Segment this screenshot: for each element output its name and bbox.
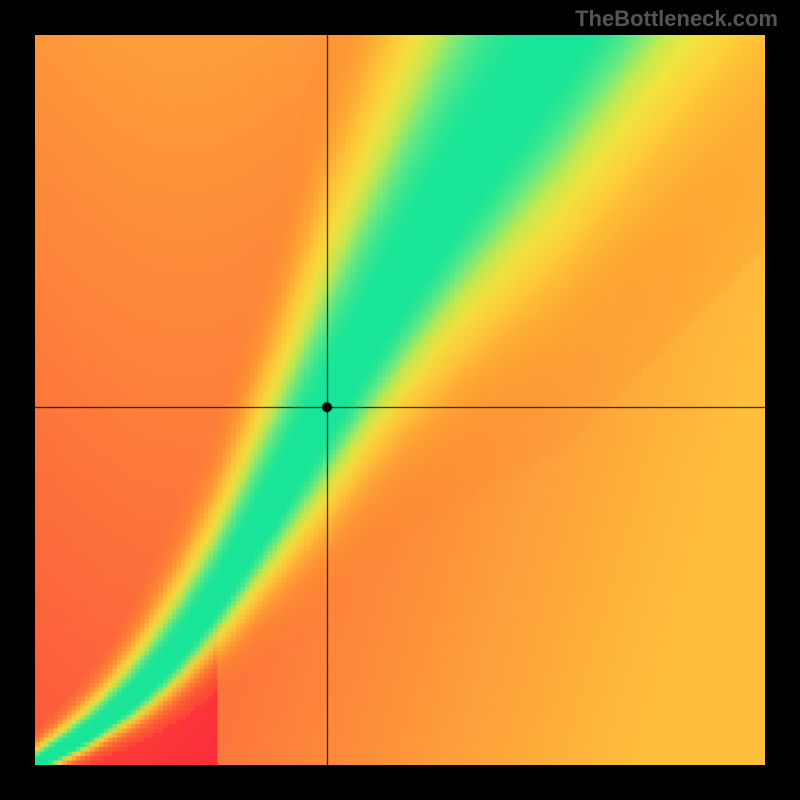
bottleneck-heatmap <box>35 35 765 765</box>
watermark-text: TheBottleneck.com <box>575 6 778 32</box>
chart-container: { "watermark": { "text": "TheBottleneck.… <box>0 0 800 800</box>
